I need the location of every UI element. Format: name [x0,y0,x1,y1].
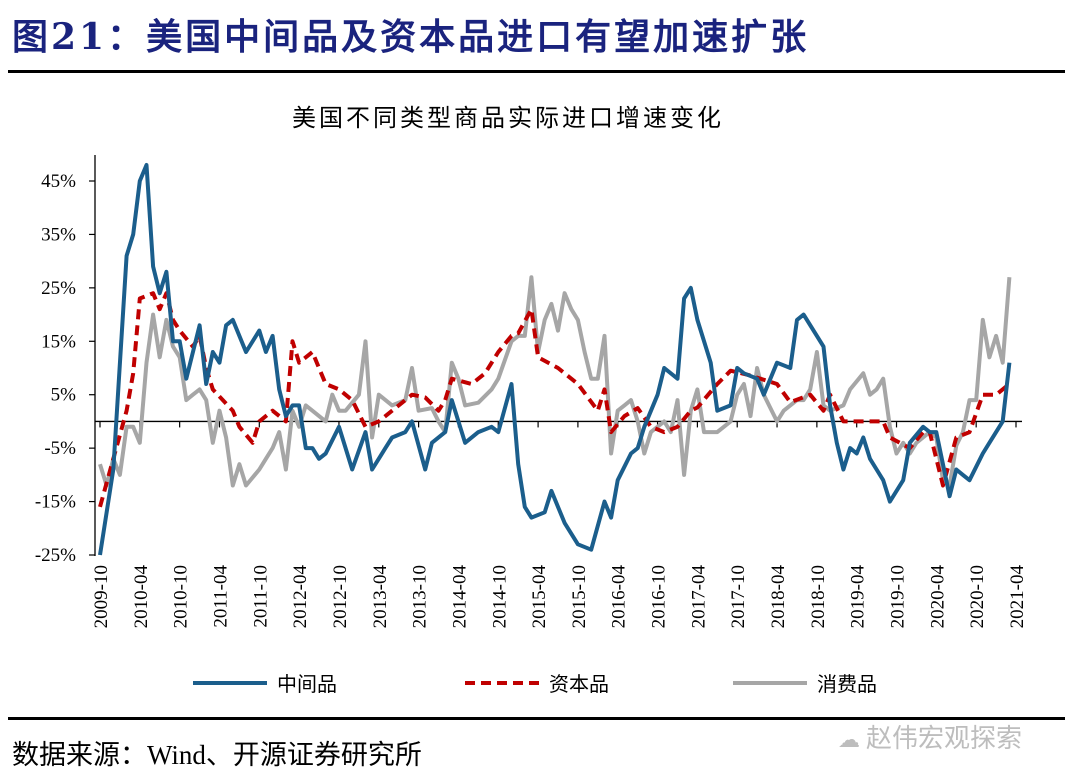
x-tick-label: 2016-10 [649,565,670,628]
figure-title: 图21：美国中间品及资本品进口有望加速扩张 [12,16,810,58]
x-tick-label: 2015-10 [569,565,590,628]
series-line-intermediate-goods [98,163,1012,556]
x-tick-label: 2011-10 [250,565,271,628]
series-line-consumer-goods [98,275,1012,488]
x-tick-label: 2017-10 [728,565,749,628]
y-tick-label: -15% [35,492,76,513]
x-tick-label: 2010-10 [171,565,192,628]
x-tick-label: 2013-10 [410,565,431,628]
x-tick-label: 2009-10 [91,565,112,628]
y-tick-label: 25% [41,278,76,299]
x-axis: 2009-10 2010-04 2010-10 2011-04 2011-10 2012-… [91,420,1028,629]
x-tick-label: 2019-10 [888,565,909,628]
y-tick-label: 15% [41,331,76,352]
legend: 中间品 资本品 消费品 [193,672,877,696]
x-tick-label: 2012-04 [290,565,311,629]
x-tick-label: 2012-10 [330,565,351,628]
x-tick-label: 2020-04 [927,565,948,629]
x-tick-label: 2017-04 [688,565,709,629]
y-tick-label: -5% [44,438,76,459]
x-tick-label: 2020-10 [967,565,988,628]
y-axis: -25% -15% -5% 5% 15% 25% 35% 45% [35,155,96,566]
x-tick-label: 2019-04 [848,565,869,629]
legend-label: 中间品 [277,672,337,696]
chart-title: 美国不同类型商品实际进口增速变化 [292,104,724,132]
x-tick-label: 2015-04 [529,565,550,629]
x-tick-label: 2014-04 [449,565,470,629]
watermark: ☁ 赵伟宏观探索 [838,718,1022,755]
wechat-icon: ☁ [838,728,860,753]
y-tick-label: 35% [41,224,76,245]
x-tick-label: 2011-04 [210,565,231,628]
x-tick-label: 2014-10 [489,565,510,628]
legend-label: 消费品 [817,672,877,696]
watermark-text: 赵伟宏观探索 [866,724,1023,754]
y-tick-label: 45% [41,171,76,192]
bottom-divider [8,717,1065,720]
y-tick-label: 5% [51,385,77,406]
x-tick-label: 2018-10 [808,565,829,628]
x-tick-label: 2016-04 [609,565,630,629]
y-tick-label: -25% [35,545,76,566]
top-divider [8,70,1065,73]
legend-label: 资本品 [549,672,609,696]
source-note: 数据来源：Wind、开源证券研究所 [12,740,422,770]
series-lines [98,163,1012,556]
x-tick-label: 2010-04 [131,565,152,629]
x-tick-label: 2013-04 [370,565,391,629]
x-tick-label: 2018-04 [768,565,789,629]
x-tick-label: 2021-04 [1007,565,1028,629]
